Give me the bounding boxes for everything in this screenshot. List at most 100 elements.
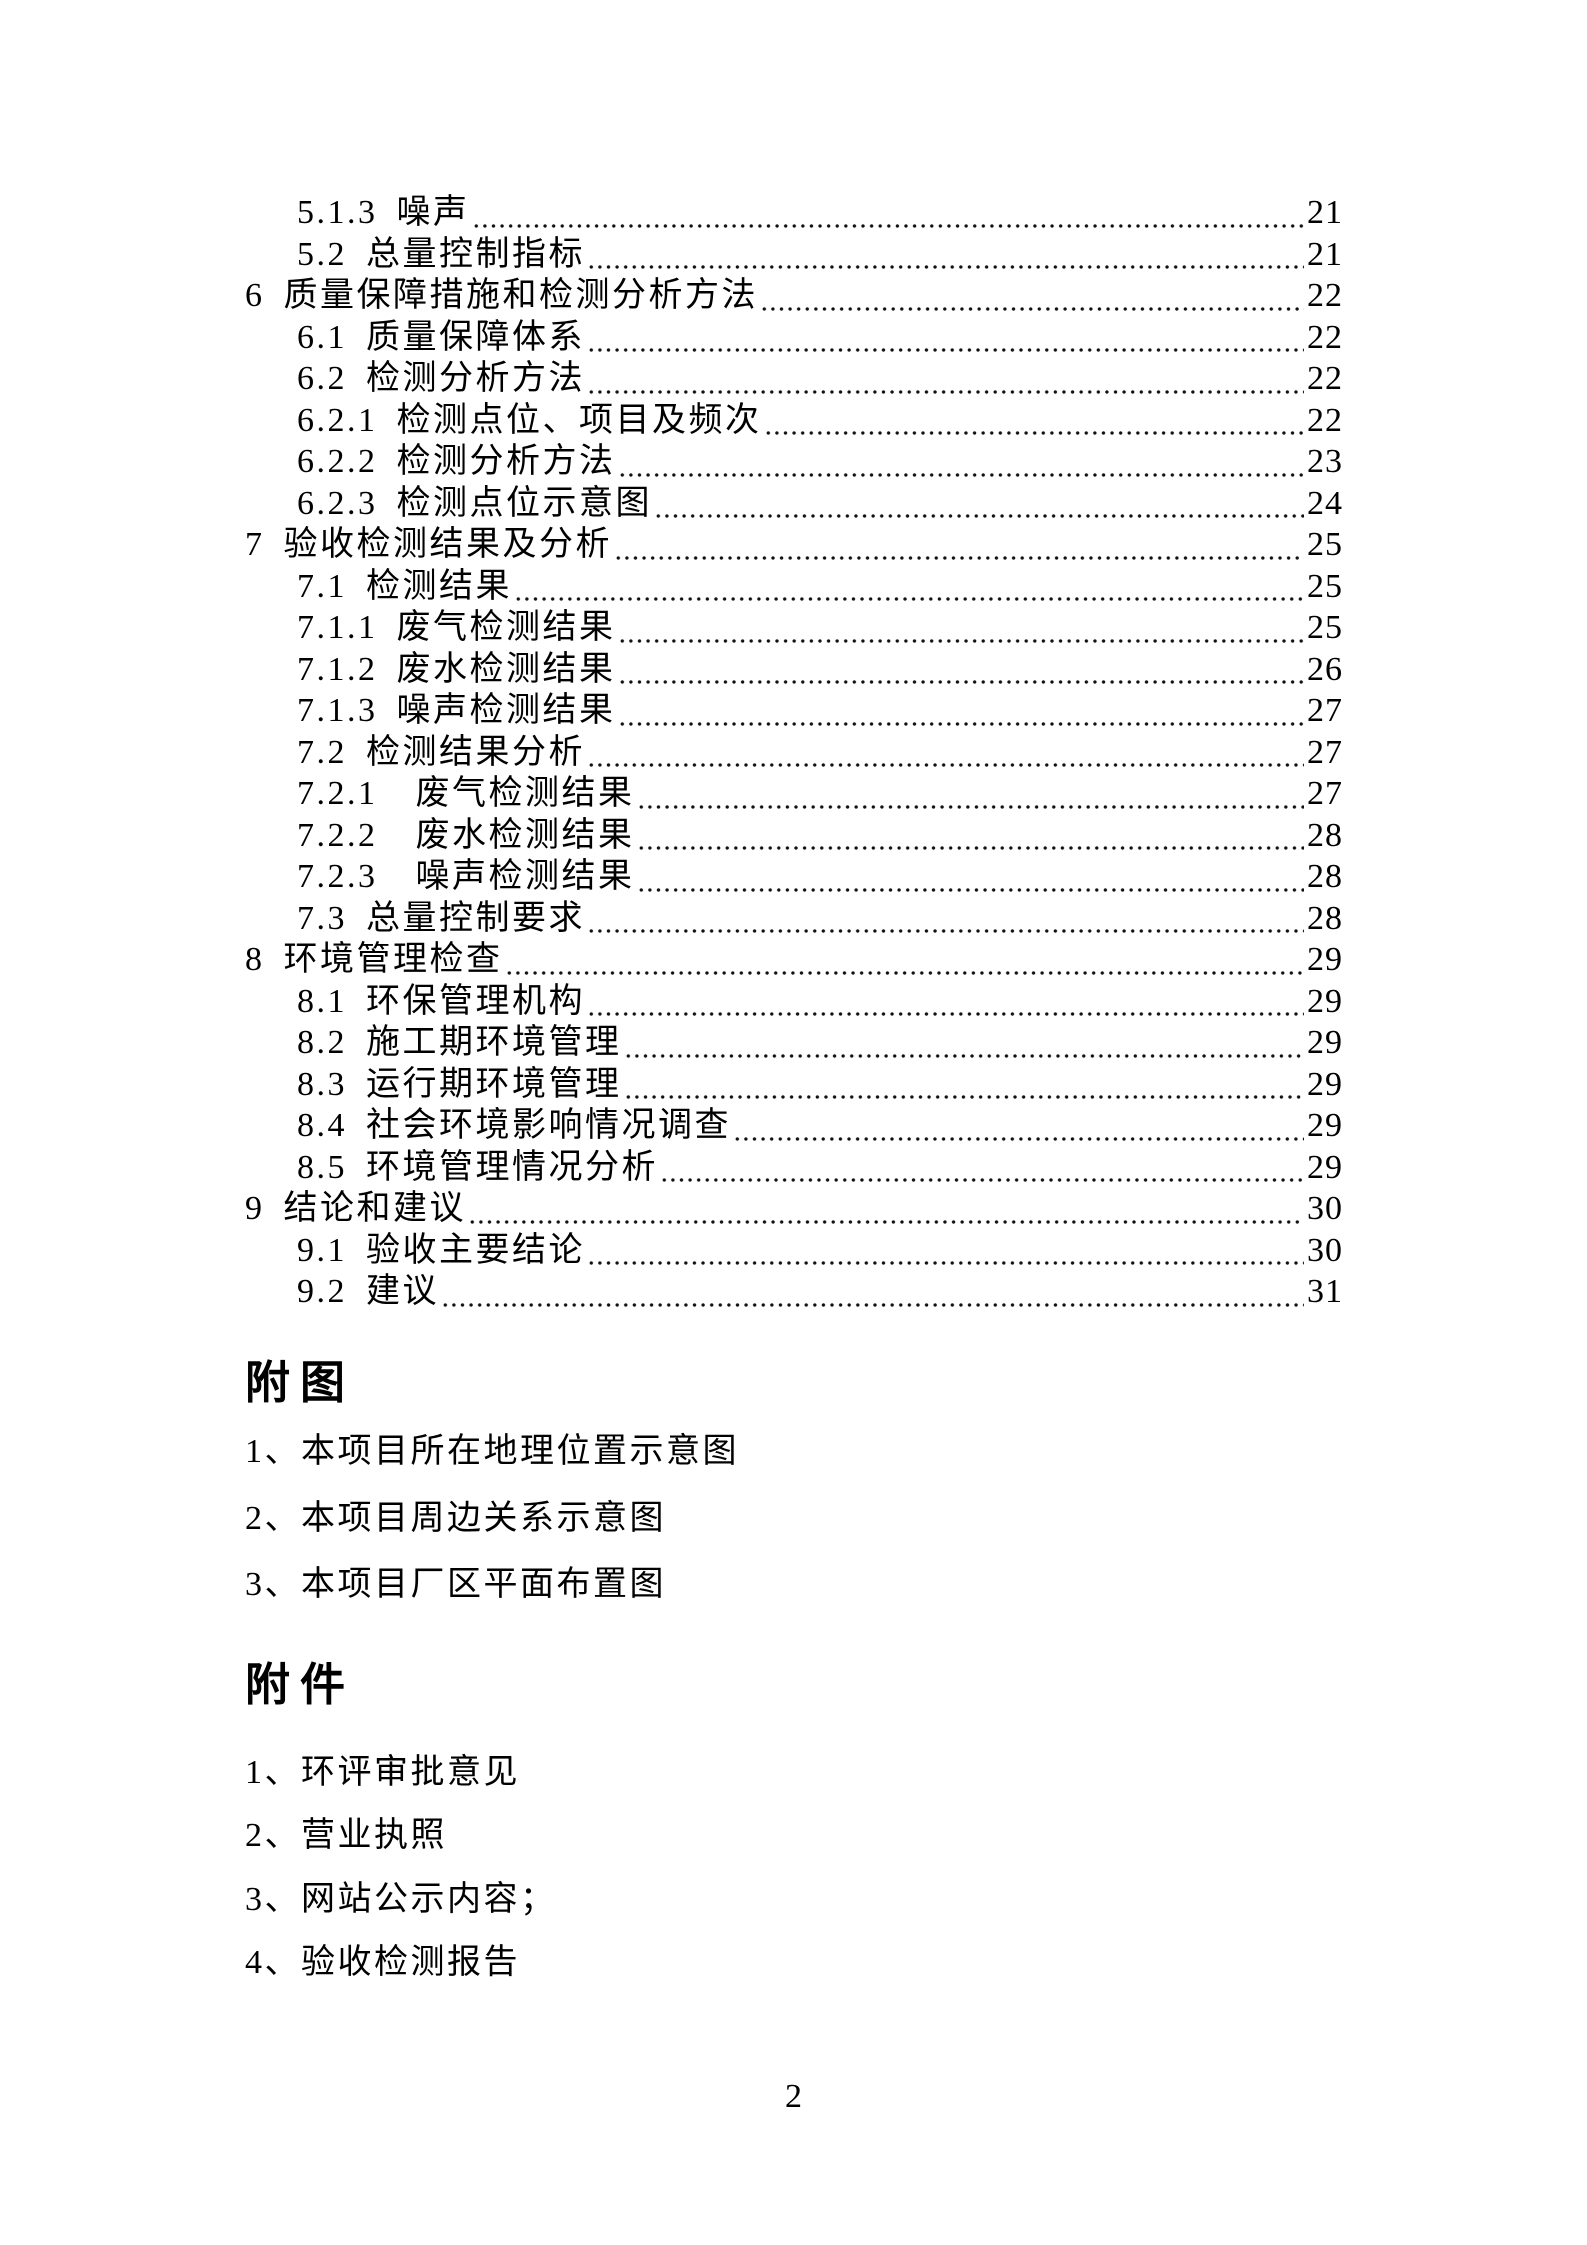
toc-entry-page: 30 — [1307, 1190, 1343, 1227]
figures-list: 1、本项目所在地理位置示意图 2、本项目周边关系示意图 3、本项目厂区平面布置图 — [245, 1431, 1345, 1631]
toc-entry-label: 7.2 检测结果分析 — [297, 733, 585, 771]
attachments-section-heading: 附件 — [245, 1660, 356, 1710]
dot-leader — [587, 980, 1304, 1022]
toc-entry: 6 质量保障措施和检测分析方法 22 — [245, 275, 1343, 317]
toc-entry: 8.2 施工期环境管理 29 — [245, 1022, 1343, 1064]
toc-entry-page: 21 — [1307, 235, 1343, 273]
toc-entry-page: 21 — [1307, 194, 1343, 231]
toc-entry-page: 29 — [1307, 1148, 1343, 1186]
toc-entry-page: 27 — [1307, 733, 1343, 771]
dot-leader — [636, 856, 1304, 898]
dot-leader — [614, 524, 1304, 566]
toc-entry-label: 7.2.2 废水检测结果 — [297, 816, 635, 854]
toc-entry-page: 29 — [1307, 1024, 1343, 1061]
dot-leader — [760, 275, 1304, 317]
dot-leader — [587, 897, 1304, 939]
toc-entry: 6.1 质量保障体系 22 — [245, 316, 1343, 358]
toc-entry-page: 25 — [1307, 526, 1343, 563]
toc-entry: 7.2 检测结果分析 27 — [245, 731, 1343, 773]
toc-entry: 5.2 总量控制指标 21 — [245, 233, 1343, 275]
toc-entry-label: 7.1.1 废气检测结果 — [297, 609, 616, 646]
toc-entry: 8.3 运行期环境管理 29 — [245, 1063, 1343, 1105]
toc-entry-label: 8.4 社会环境影响情况调查 — [297, 1107, 731, 1144]
dot-leader — [660, 1146, 1304, 1188]
toc-entry-page: 27 — [1307, 692, 1343, 729]
toc-entry: 7.1.3 噪声检测结果 27 — [245, 690, 1343, 732]
dot-leader — [623, 1022, 1304, 1064]
toc-entry-page: 22 — [1307, 277, 1343, 314]
toc-entry-page: 29 — [1307, 1107, 1343, 1144]
toc-entry: 7.2.2 废水检测结果 28 — [245, 814, 1343, 856]
toc-entry: 9.2 建议 31 — [245, 1271, 1343, 1313]
toc-entry-label: 6.2 检测分析方法 — [297, 360, 585, 397]
toc-entry-label: 9.2 建议 — [297, 1273, 439, 1310]
dot-leader — [636, 814, 1304, 856]
toc-entry: 8.4 社会环境影响情况调查 29 — [245, 1105, 1343, 1147]
figure-list-item: 3、本项目厂区平面布置图 — [245, 1566, 666, 1604]
toc-entry-label: 8.1 环保管理机构 — [297, 982, 585, 1020]
toc-entry: 7.1.2 废水检测结果 26 — [245, 648, 1343, 690]
toc-entry-label: 9 结论和建议 — [245, 1190, 466, 1227]
toc-entry-label: 7 验收检测结果及分析 — [245, 526, 612, 563]
dot-leader — [587, 731, 1304, 773]
dot-leader — [471, 192, 1304, 234]
attachment-list-item: 2、营业执照 — [245, 1817, 447, 1855]
toc-entry-page: 25 — [1307, 567, 1343, 605]
dot-leader — [514, 565, 1304, 607]
toc-entry-page: 22 — [1307, 360, 1343, 397]
toc-entry: 7.1 检测结果 25 — [245, 565, 1343, 607]
figure-list-item: 2、本项目周边关系示意图 — [245, 1499, 666, 1537]
toc-entry-page: 22 — [1307, 318, 1343, 356]
toc-entry-label: 9.1 验收主要结论 — [297, 1231, 585, 1269]
toc-entry: 9 结论和建议 30 — [245, 1188, 1343, 1230]
toc-entry-label: 8 环境管理检查 — [245, 941, 503, 978]
toc-entry-label: 5.1.3 噪声 — [297, 194, 470, 231]
dot-leader — [623, 1063, 1304, 1105]
dot-leader — [587, 233, 1304, 275]
attachment-list-item: 1、环评审批意见 — [245, 1754, 520, 1791]
attachments-list: 1、环评审批意见 2、营业执照 3、网站公示内容； 4、验收检测报告 — [245, 1752, 1345, 2005]
dot-leader — [617, 607, 1304, 649]
toc-entry-label: 5.2 总量控制指标 — [297, 235, 585, 273]
attachment-list-item: 4、验收检测报告 — [245, 1943, 520, 1981]
toc-entry-page: 22 — [1307, 401, 1343, 439]
dot-leader — [441, 1271, 1304, 1313]
toc-entry-page: 28 — [1307, 858, 1343, 895]
toc-entry: 6.2.2 检测分析方法 23 — [245, 441, 1343, 483]
toc-entry: 9.1 验收主要结论 30 — [245, 1229, 1343, 1271]
toc-entry-page: 25 — [1307, 609, 1343, 646]
toc-entry-label: 6.2.1 检测点位、项目及频次 — [297, 401, 762, 439]
dot-leader — [617, 441, 1304, 483]
toc-entry-label: 7.3 总量控制要求 — [297, 899, 585, 937]
toc-entry: 8 环境管理检查 29 — [245, 939, 1343, 981]
toc-entry: 6.2.3 检测点位示意图 24 — [245, 482, 1343, 524]
toc-entry: 6.2 检测分析方法 22 — [245, 358, 1343, 400]
toc-entry-label: 8.3 运行期环境管理 — [297, 1065, 622, 1103]
toc-entry-page: 27 — [1307, 775, 1343, 812]
dot-leader — [733, 1105, 1304, 1147]
toc-entry-label: 7.1 检测结果 — [297, 567, 512, 605]
toc-entry-page: 23 — [1307, 443, 1343, 480]
toc-entry-page: 31 — [1307, 1273, 1343, 1310]
figure-list-item: 1、本项目所在地理位置示意图 — [245, 1433, 739, 1470]
toc-entry-page: 29 — [1307, 941, 1343, 978]
toc-entry-label: 7.1.2 废水检测结果 — [297, 650, 616, 688]
toc-entry-page: 24 — [1307, 484, 1343, 522]
toc-entry-page: 26 — [1307, 650, 1343, 688]
toc-entry-label: 6.2.3 检测点位示意图 — [297, 484, 652, 522]
toc-entry-page: 30 — [1307, 1231, 1343, 1269]
toc-entry: 8.5 环境管理情况分析 29 — [245, 1146, 1343, 1188]
toc-entry: 7 验收检测结果及分析 25 — [245, 524, 1343, 566]
toc-entry-page: 28 — [1307, 899, 1343, 937]
dot-leader — [763, 399, 1304, 441]
toc-entry: 5.1.3 噪声 21 — [245, 192, 1343, 234]
attachment-list-item: 3、网站公示内容； — [245, 1880, 557, 1918]
figures-section-heading: 附图 — [245, 1358, 356, 1408]
dot-leader — [504, 939, 1304, 981]
toc-entry: 7.2.3 噪声检测结果 28 — [245, 856, 1343, 898]
dot-leader — [617, 648, 1304, 690]
toc-entry-page: 28 — [1307, 816, 1343, 854]
dot-leader — [468, 1188, 1304, 1230]
toc-entry: 6.2.1 检测点位、项目及频次 22 — [245, 399, 1343, 441]
dot-leader — [636, 773, 1304, 815]
